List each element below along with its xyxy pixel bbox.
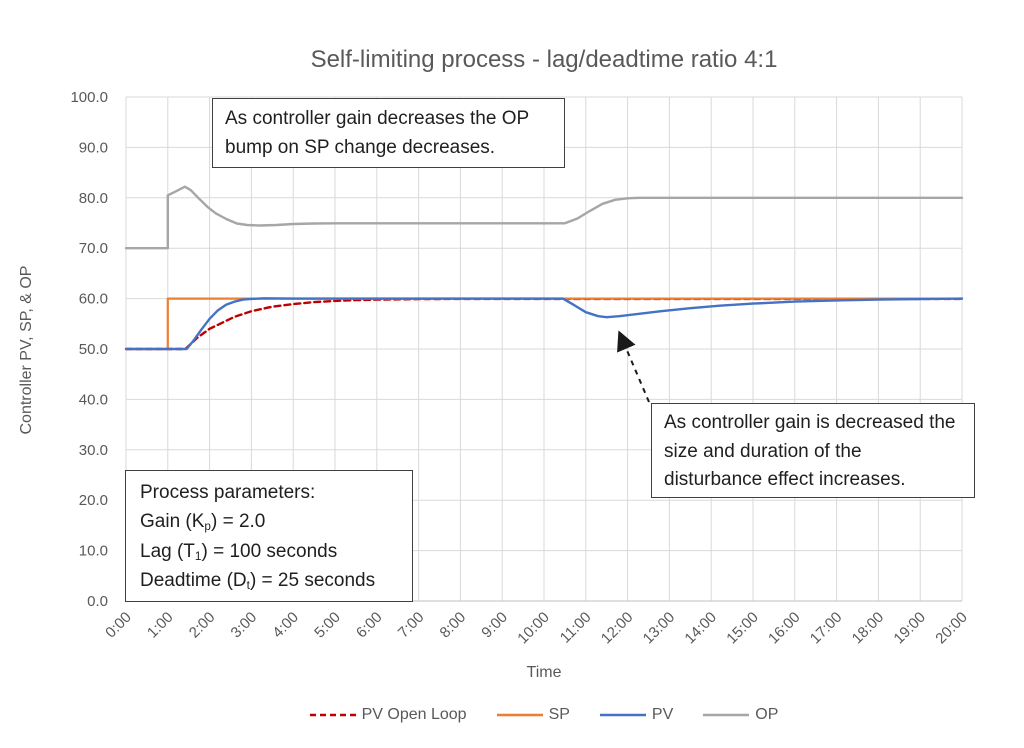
legend: PV Open Loop SP PV OP	[126, 706, 962, 724]
legend-line-sample	[599, 713, 646, 717]
x-tick-label: 20:00	[932, 609, 971, 648]
legend-item-pv-open-loop: PV Open Loop	[309, 706, 467, 724]
series-op	[124, 185, 964, 250]
y-tick-label: 70.0	[79, 240, 108, 257]
y-tick-label: 20.0	[79, 492, 108, 509]
legend-item-sp: SP	[496, 706, 570, 724]
param-line-header: Process parameters:	[140, 482, 316, 503]
x-tick-label: 14:00	[681, 609, 720, 648]
y-tick-label: 80.0	[79, 190, 108, 207]
y-tick-label: 50.0	[79, 341, 108, 358]
legend-label: PV	[651, 706, 674, 723]
series-layer	[124, 185, 964, 351]
legend-label: SP	[548, 706, 570, 723]
x-tick-label: 3:00	[228, 609, 261, 642]
process-parameters-box: Process parameters: Gain (Kp) = 2.0 Lag …	[125, 470, 413, 602]
param-line-deadtime: Deadtime (Dt) = 25 seconds	[140, 570, 376, 593]
x-tick-label: 13:00	[640, 609, 679, 648]
x-tick-label: 1:00	[144, 609, 177, 642]
legend-label: OP	[755, 706, 779, 723]
x-axis-title: Time	[526, 664, 562, 681]
y-tick-label: 10.0	[79, 543, 108, 560]
legend-item-pv: PV	[599, 706, 674, 724]
legend-line-sample	[309, 713, 356, 717]
annotation-disturbance-text: As controller gain is decreased the size…	[664, 412, 956, 490]
x-tick-label: 0:00	[102, 609, 135, 642]
y-tick-label: 100.0	[70, 89, 108, 106]
x-tick-label: 4:00	[269, 609, 302, 642]
x-tick-label: 15:00	[723, 609, 762, 648]
x-tick-label: 11:00	[557, 609, 595, 647]
x-tick-label: 8:00	[437, 609, 470, 642]
annotation-arrow	[617, 330, 650, 403]
legend-label: PV Open Loop	[361, 706, 467, 723]
series-pv	[124, 297, 964, 351]
x-tick-label: 6:00	[353, 609, 386, 642]
annotation-disturbance: As controller gain is decreased the size…	[651, 403, 975, 498]
param-line-lag: Lag (T1) = 100 seconds	[140, 540, 338, 563]
y-tick-label: 60.0	[79, 291, 108, 308]
y-tick-label: 0.0	[87, 593, 108, 610]
y-tick-label: 40.0	[79, 391, 108, 408]
x-tick-label: 5:00	[311, 609, 344, 642]
legend-item-op: OP	[703, 706, 778, 724]
x-tick-label: 19:00	[890, 609, 929, 648]
x-tick-label: 16:00	[765, 609, 804, 648]
x-tick-label: 9:00	[478, 609, 511, 642]
annotation-op-bump-text: As controller gain decreases the OP bump…	[225, 108, 529, 158]
legend-line-sample	[496, 713, 543, 717]
x-tick-label: 12:00	[598, 609, 637, 648]
y-tick-label: 30.0	[79, 442, 108, 459]
x-tick-label: 17:00	[807, 609, 846, 648]
param-line-gain: Gain (Kp) = 2.0	[140, 511, 266, 534]
x-tick-label: 18:00	[849, 609, 888, 648]
annotation-op-bump: As controller gain decreases the OP bump…	[212, 98, 565, 168]
x-tick-label: 2:00	[186, 609, 219, 642]
y-tick-label: 90.0	[79, 139, 108, 156]
legend-line-sample	[703, 713, 750, 717]
x-tick-label: 10:00	[514, 609, 553, 648]
chart-title: Self-limiting process - lag/deadtime rat…	[310, 46, 778, 73]
y-axis-title: Controller PV, SP, & OP	[18, 265, 35, 435]
x-tick-label: 7:00	[395, 609, 428, 642]
